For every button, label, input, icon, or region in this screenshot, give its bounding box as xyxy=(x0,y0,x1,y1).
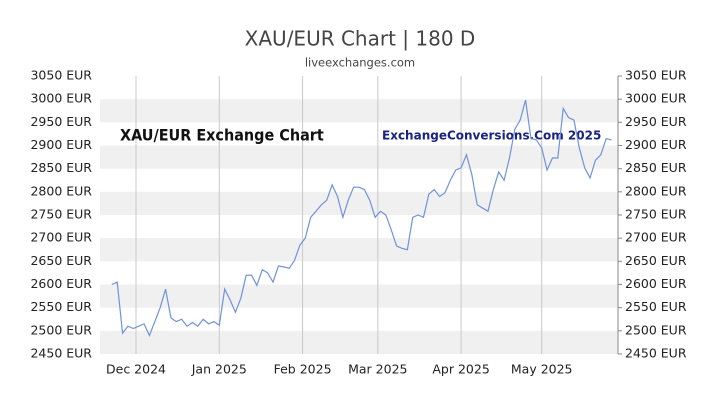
x-tick-label: Jan 2025 xyxy=(191,362,247,377)
y-tick-label: 3000 EUR xyxy=(30,91,92,106)
x-tick-label: Mar 2025 xyxy=(348,362,407,377)
y2-tick-label: 2800 EUR xyxy=(625,183,687,198)
grid-band xyxy=(100,284,618,308)
grid-band xyxy=(100,330,618,354)
grid-band xyxy=(100,99,618,123)
annotation: XAU/EUR Exchange Chart xyxy=(120,126,324,145)
y2-tick-label: 3050 EUR xyxy=(625,68,687,83)
chart-title: XAU/EUR Chart | 180 D xyxy=(245,27,476,51)
y-tick-label: 2550 EUR xyxy=(30,299,92,314)
y2-tick-label: 2850 EUR xyxy=(625,160,687,175)
y-tick-label: 2850 EUR xyxy=(30,160,92,175)
watermark: ExchangeConversions.Com 2025 xyxy=(382,129,601,143)
y2-tick-label: 2450 EUR xyxy=(625,346,687,361)
chart-subtitle: liveexchanges.com xyxy=(305,56,415,70)
y-tick-label: 2650 EUR xyxy=(30,253,92,268)
y-tick-label: 2500 EUR xyxy=(30,322,92,337)
y2-tick-label: 2550 EUR xyxy=(625,299,687,314)
x-tick-label: May 2025 xyxy=(511,362,573,377)
grid-band xyxy=(100,238,618,262)
y2-tick-label: 2900 EUR xyxy=(625,137,687,152)
y-tick-label: 2450 EUR xyxy=(30,346,92,361)
y2-tick-label: 2950 EUR xyxy=(625,114,687,129)
y2-tick-label: 2750 EUR xyxy=(625,207,687,222)
y2-tick-label: 2650 EUR xyxy=(625,253,687,268)
y-tick-label: 3050 EUR xyxy=(30,68,92,83)
y2-tick-label: 3000 EUR xyxy=(625,91,687,106)
x-tick-label: Feb 2025 xyxy=(274,362,332,377)
y-tick-label: 2950 EUR xyxy=(30,114,92,129)
grid-band xyxy=(100,145,618,169)
y2-tick-label: 2700 EUR xyxy=(625,230,687,245)
y-tick-label: 2900 EUR xyxy=(30,137,92,152)
x-tick-label: Dec 2024 xyxy=(106,362,166,377)
grid-band xyxy=(100,191,618,215)
y2-tick-label: 2500 EUR xyxy=(625,322,687,337)
y-tick-label: 2600 EUR xyxy=(30,276,92,291)
y-tick-label: 2800 EUR xyxy=(30,183,92,198)
price-line xyxy=(111,99,612,338)
y-tick-label: 2700 EUR xyxy=(30,230,92,245)
x-tick-label: Apr 2025 xyxy=(432,362,489,377)
y-tick-label: 2750 EUR xyxy=(30,207,92,222)
y2-tick-label: 2600 EUR xyxy=(625,276,687,291)
